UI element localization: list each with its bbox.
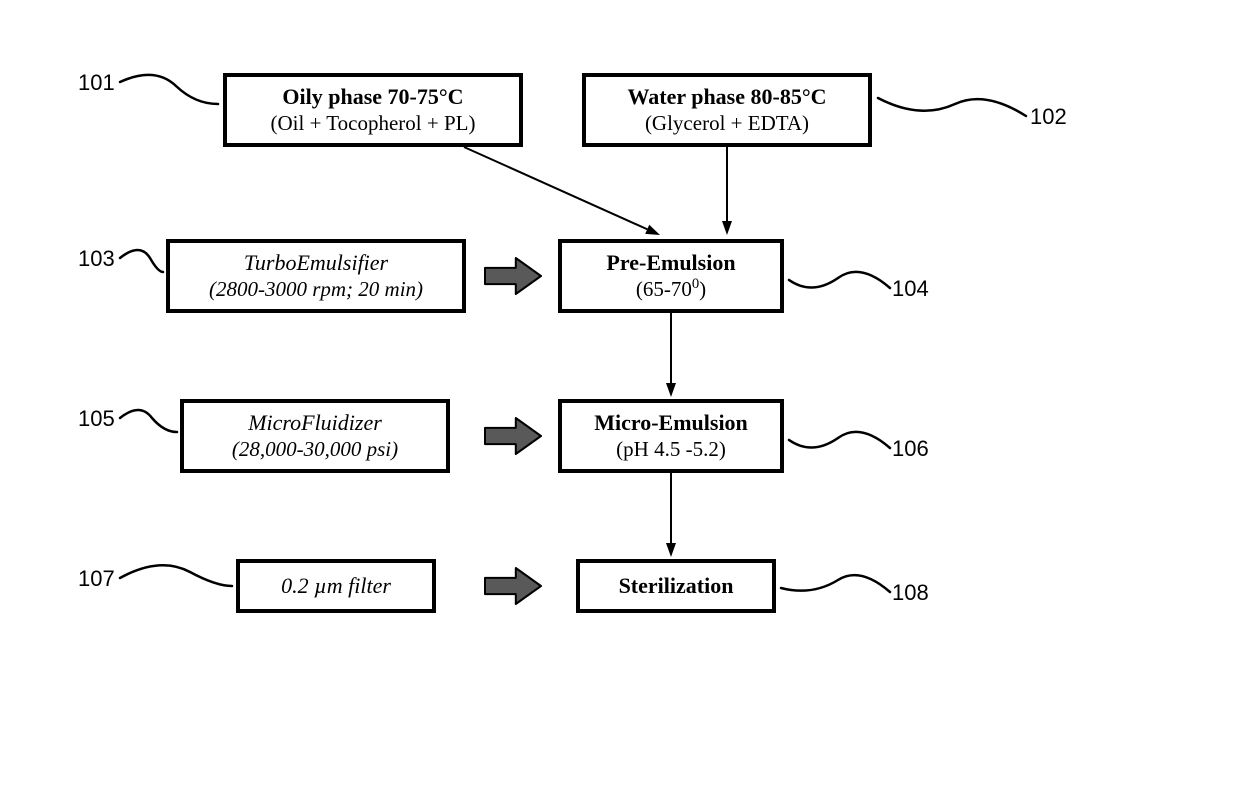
- arrowhead-pre-to-micro: [666, 383, 676, 397]
- leader-102: [878, 98, 1026, 116]
- node-title: Pre-Emulsion: [606, 250, 735, 276]
- callout-label-107: 107: [78, 566, 115, 592]
- arrowhead-oily-to-pre: [645, 225, 660, 235]
- node-micro-emulsion: Micro-Emulsion (pH 4.5 -5.2): [558, 399, 784, 473]
- arrowhead-water-to-pre: [722, 221, 732, 235]
- node-title: Water phase 80-85°C: [627, 84, 826, 110]
- callout-label-103: 103: [78, 246, 115, 272]
- node-title: TurboEmulsifier: [244, 250, 388, 276]
- node-subtitle: (28,000-30,000 psi): [232, 437, 398, 462]
- node-sterilization: Sterilization: [576, 559, 776, 613]
- leader-101: [120, 75, 218, 104]
- callout-label-106: 106: [892, 436, 929, 462]
- node-oily-phase: Oily phase 70-75°C (Oil + Tocopherol + P…: [223, 73, 523, 147]
- node-title: MicroFluidizer: [248, 410, 382, 436]
- callout-label-102: 102: [1030, 104, 1067, 130]
- turbo-to-pre-block: [485, 258, 541, 294]
- callout-label-108: 108: [892, 580, 929, 606]
- node-subtitle: (2800-3000 rpm; 20 min): [209, 277, 423, 302]
- callout-label-105: 105: [78, 406, 115, 432]
- node-subtitle: (65-700): [636, 276, 706, 302]
- leader-105: [120, 410, 177, 432]
- leader-104: [789, 272, 890, 288]
- node-title: Micro-Emulsion: [594, 410, 748, 436]
- node-micro-fluidizer: MicroFluidizer (28,000-30,000 psi): [180, 399, 450, 473]
- arrowhead-micro-to-steril: [666, 543, 676, 557]
- node-title: Sterilization: [619, 573, 734, 599]
- node-subtitle: (Oil + Tocopherol + PL): [271, 111, 476, 136]
- node-title: 0.2 µm filter: [281, 573, 391, 599]
- node-pre-emulsion: Pre-Emulsion (65-700): [558, 239, 784, 313]
- node-title: Oily phase 70-75°C: [282, 84, 463, 110]
- leader-103: [120, 250, 163, 272]
- filter-to-steril-block: [485, 568, 541, 604]
- arrow-oily-to-pre: [464, 147, 647, 229]
- fluid-to-micro-block: [485, 418, 541, 454]
- node-turbo-emulsifier: TurboEmulsifier (2800-3000 rpm; 20 min): [166, 239, 466, 313]
- leader-107: [120, 565, 232, 586]
- node-subtitle: (Glycerol + EDTA): [645, 111, 809, 136]
- callout-label-104: 104: [892, 276, 929, 302]
- node-water-phase: Water phase 80-85°C (Glycerol + EDTA): [582, 73, 872, 147]
- leader-106: [789, 432, 890, 448]
- node-subtitle: (pH 4.5 -5.2): [616, 437, 726, 462]
- callout-label-101: 101: [78, 70, 115, 96]
- node-filter: 0.2 µm filter: [236, 559, 436, 613]
- leader-108: [781, 575, 890, 592]
